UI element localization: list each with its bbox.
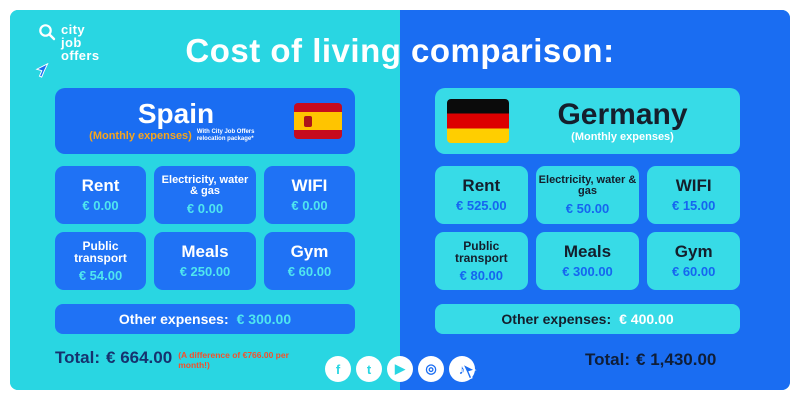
tile-value: € 0.00 xyxy=(291,198,328,213)
spain-other-expenses: Other expenses: € 300.00 xyxy=(55,304,355,334)
brand-word-offers: offers xyxy=(61,48,100,63)
germany-title: Germany xyxy=(557,97,688,131)
brand-word-city: city xyxy=(61,22,86,37)
expense-tile-transport: Public transport € 80.00 xyxy=(435,232,528,290)
tile-label: Electricity, water & gas xyxy=(161,173,249,197)
germany-panel: Germany (Monthly expenses) Rent € 525.00… xyxy=(400,10,790,390)
germany-expense-grid: Rent € 525.00 Electricity, water & gas €… xyxy=(435,166,740,290)
tile-label: Gym xyxy=(290,242,329,261)
page-title: Cost of living comparison: xyxy=(185,32,615,69)
expense-tile-rent: Rent € 525.00 xyxy=(435,166,528,224)
total-label: Total: xyxy=(55,348,101,367)
spain-title: Spain xyxy=(137,98,215,129)
expense-tile-transport: Public transport € 54.00 xyxy=(55,232,147,290)
twitter-icon[interactable]: t xyxy=(356,356,382,382)
difference-note: (A difference of €766.00 per month!) xyxy=(178,350,289,370)
spain-flag xyxy=(294,103,342,139)
expense-tile-utilities: Electricity, water & gas € 0.00 xyxy=(154,166,256,224)
other-expenses-label: Other expenses: xyxy=(501,311,612,327)
expense-tile-rent: Rent € 0.00 xyxy=(55,166,147,224)
tile-value: € 54.00 xyxy=(78,267,123,283)
expense-tile-utilities: Electricity, water & gas € 50.00 xyxy=(535,166,640,224)
tile-label: Gym xyxy=(674,242,713,261)
brand-wordmark: city job offers xyxy=(61,23,100,62)
tile-value: € 15.00 xyxy=(671,198,716,213)
youtube-icon[interactable]: ▶ xyxy=(387,356,413,382)
spain-expense-grid: Rent € 0.00 Electricity, water & gas € 0… xyxy=(55,166,355,290)
expense-tile-wifi: WIFI € 15.00 xyxy=(647,166,740,224)
tile-label: WIFI xyxy=(291,176,328,195)
tile-value: € 80.00 xyxy=(459,267,503,283)
tile-value: € 50.00 xyxy=(565,200,610,216)
spain-relocation-note: With City Job Offers relocation package* xyxy=(196,129,255,142)
pointer-cursor-icon xyxy=(460,362,478,386)
tile-label: Meals xyxy=(181,242,229,261)
total-value: € 1,430.00 xyxy=(636,350,717,369)
total-value: € 664.00 xyxy=(106,348,173,367)
germany-header: Germany (Monthly expenses) xyxy=(435,88,740,154)
germany-subtitle: (Monthly expenses) xyxy=(571,130,674,143)
spain-flag-emblem xyxy=(304,116,312,127)
tile-value: € 60.00 xyxy=(287,264,332,279)
other-expenses-value: € 400.00 xyxy=(619,311,674,327)
facebook-icon[interactable]: f xyxy=(325,356,351,382)
brand-logo: city job offers xyxy=(35,23,100,78)
comparison-card: Spain (Monthly expenses) With City Job O… xyxy=(10,10,790,390)
social-bar: f t ▶ ◎ ♪ xyxy=(325,356,475,382)
expense-tile-gym: Gym € 60.00 xyxy=(647,232,740,290)
germany-total: Total: € 1,430.00 xyxy=(585,350,716,370)
tile-value: € 525.00 xyxy=(456,198,507,213)
other-expenses-label: Other expenses: xyxy=(118,311,229,327)
tile-value: € 250.00 xyxy=(179,264,231,279)
tile-label: Public transport xyxy=(454,238,508,265)
spain-panel: Spain (Monthly expenses) With City Job O… xyxy=(10,10,400,390)
logo-cursor-icon xyxy=(34,63,50,79)
magnifier-icon xyxy=(38,23,56,41)
instagram-icon[interactable]: ◎ xyxy=(418,356,444,382)
expense-tile-wifi: WIFI € 0.00 xyxy=(263,166,355,224)
other-expenses-value: € 300.00 xyxy=(236,311,292,327)
tile-label: WIFI xyxy=(675,176,712,195)
tile-value: € 60.00 xyxy=(671,264,716,279)
expense-tile-meals: Meals € 250.00 xyxy=(154,232,256,290)
tile-label: Electricity, water & gas xyxy=(538,173,637,197)
spain-subtitle: (Monthly expenses) xyxy=(89,129,192,142)
tile-label: Rent xyxy=(462,176,501,195)
total-label: Total: xyxy=(585,350,631,369)
tile-value: € 300.00 xyxy=(562,264,613,279)
expense-tile-meals: Meals € 300.00 xyxy=(535,232,640,290)
tile-value: € 0.00 xyxy=(82,198,119,213)
spain-total: Total: € 664.00 (A difference of €766.00… xyxy=(55,348,290,370)
expense-tile-gym: Gym € 60.00 xyxy=(263,232,355,290)
tile-label: Meals xyxy=(563,242,612,261)
germany-other-expenses: Other expenses: € 400.00 xyxy=(435,304,740,334)
brand-word-job: job xyxy=(61,35,82,50)
tile-value: € 0.00 xyxy=(186,200,224,216)
germany-flag xyxy=(447,99,509,143)
spain-subtitle-row: (Monthly expenses) With City Job Offers … xyxy=(89,129,263,142)
spain-header: Spain (Monthly expenses) With City Job O… xyxy=(55,88,355,154)
tile-label: Rent xyxy=(81,176,120,195)
tile-label: Public transport xyxy=(74,238,127,265)
